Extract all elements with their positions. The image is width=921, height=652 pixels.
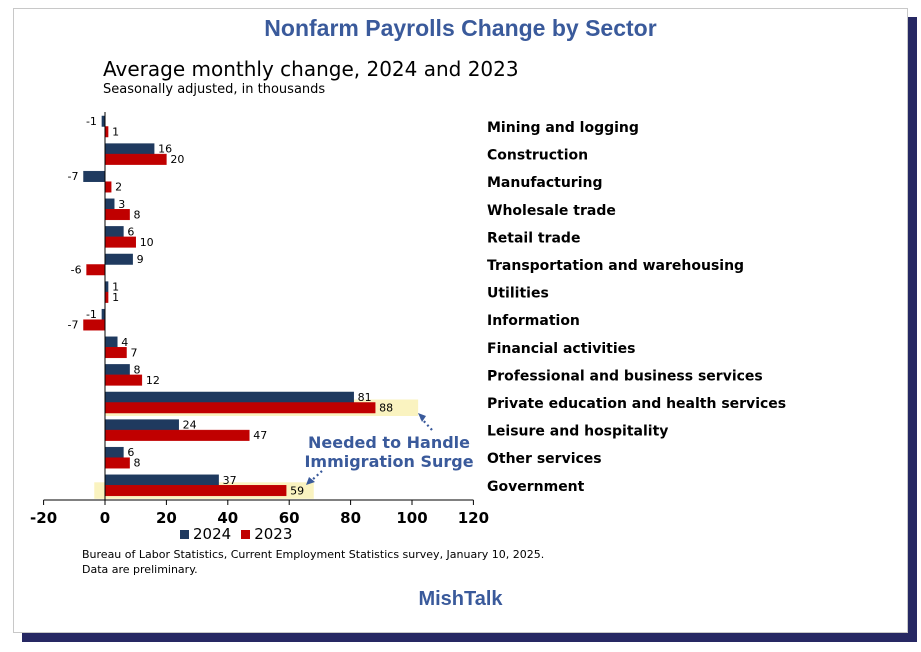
data-label-2024: 8	[134, 363, 141, 376]
x-tick-label: 80	[340, 509, 361, 527]
data-label-2023: 59	[290, 484, 304, 497]
bar-2024	[104, 474, 219, 486]
annotation-line-1: Needed to Handle	[308, 433, 470, 452]
bar-2024	[83, 170, 106, 182]
data-label-2023: 88	[379, 402, 393, 415]
bar-2024	[104, 143, 155, 155]
data-label-2023: 1	[112, 291, 119, 304]
annotation-line-2: Immigration Surge	[304, 452, 473, 471]
x-tick-label: 20	[156, 509, 177, 527]
bar-2023	[86, 264, 106, 276]
annotation-arrowhead-upper	[418, 413, 426, 422]
data-label-2024: -7	[68, 170, 79, 183]
chart-title: Nonfarm Payrolls Change by Sector	[264, 15, 657, 41]
category-label: Mining and logging	[487, 120, 639, 136]
brand-label: MishTalk	[418, 588, 503, 610]
bar-2023	[104, 236, 136, 248]
data-label-2024: 24	[183, 419, 197, 432]
category-label: Other services	[487, 451, 602, 467]
bar-2024	[104, 446, 124, 458]
source-note: Bureau of Labor Statistics, Current Empl…	[82, 547, 544, 577]
data-label-2023: 7	[130, 346, 137, 359]
bar-2024	[104, 419, 179, 431]
data-label-2024: 9	[137, 253, 144, 266]
bar-2023	[104, 181, 112, 193]
bar-2023	[104, 347, 127, 359]
bar-2024	[104, 198, 115, 210]
data-label-2024: 81	[358, 391, 372, 404]
category-label: Transportation and warehousing	[487, 258, 744, 274]
category-label: Professional and business services	[487, 368, 763, 384]
bar-2023	[104, 457, 130, 469]
data-label-2023: 2	[115, 181, 122, 194]
data-label-2024: 37	[223, 474, 237, 487]
category-label: Construction	[487, 148, 588, 164]
data-label-2023: 10	[140, 236, 154, 249]
source-line-2: Data are preliminary.	[82, 563, 198, 576]
x-tick-label: 120	[458, 509, 489, 527]
category-label: Retail trade	[487, 230, 580, 246]
data-label-2024: 3	[118, 198, 125, 211]
x-tick-label: 40	[217, 509, 238, 527]
category-label: Wholesale trade	[487, 203, 616, 219]
chart-frame	[13, 8, 908, 633]
bar-2023	[104, 429, 250, 441]
source-line-1: Bureau of Labor Statistics, Current Empl…	[82, 548, 545, 561]
category-label: Government	[487, 479, 585, 495]
data-label-2023: -7	[68, 319, 79, 332]
data-label-2024: 6	[127, 225, 134, 238]
data-label-2024: -1	[86, 308, 97, 321]
data-label-2023: -6	[71, 264, 82, 277]
x-tick-label: -20	[30, 509, 57, 527]
category-label: Leisure and hospitality	[487, 424, 668, 440]
bar-2024	[104, 253, 133, 265]
bar-2024	[104, 226, 124, 238]
bar-2023	[83, 319, 106, 331]
data-label-2024: 4	[121, 336, 128, 349]
bar-2023	[104, 402, 376, 414]
legend-item-2023: 2023	[241, 525, 292, 543]
category-label: Manufacturing	[487, 175, 603, 191]
bar-2024	[104, 364, 130, 376]
data-label-2023: 8	[134, 457, 141, 470]
bar-2024	[104, 336, 118, 348]
legend-item-2024: 2024	[180, 525, 231, 543]
legend-label-2023: 2023	[254, 525, 293, 543]
data-label-2023: 20	[170, 153, 184, 166]
data-label-2024: 16	[158, 143, 172, 156]
data-label-2023: 47	[253, 429, 267, 442]
legend-swatch-2023	[241, 529, 251, 539]
data-label-2024: -1	[86, 115, 97, 128]
bar-2023	[104, 153, 167, 165]
legend-swatch-2024	[180, 529, 189, 539]
category-label: Financial activities	[487, 341, 635, 357]
category-label: Information	[487, 313, 580, 329]
x-tick-label: 60	[279, 509, 300, 527]
bar-2024	[104, 391, 354, 403]
data-label-2023: 12	[146, 374, 160, 387]
category-label: Utilities	[487, 286, 549, 302]
x-tick-label: 0	[100, 509, 110, 527]
data-label-2024: 1	[112, 281, 119, 294]
legend-label-2024: 2024	[193, 525, 232, 543]
chart-subtitle: Average monthly change, 2024 and 2023	[103, 57, 519, 81]
bar-2023	[104, 485, 287, 497]
bar-2023	[104, 209, 130, 221]
data-label-2024: 6	[127, 446, 134, 459]
bar-2023	[104, 374, 143, 386]
annotation-arrowhead-lower	[306, 477, 315, 485]
category-label: Private education and health services	[487, 396, 786, 412]
data-label-2023: 8	[134, 208, 141, 221]
x-tick-label: 100	[396, 509, 427, 527]
legend: 2024 2023	[180, 525, 302, 543]
annotation-arrow-lower	[310, 470, 323, 482]
data-label-2023: 1	[112, 126, 119, 139]
units-note: Seasonally adjusted, in thousands	[103, 82, 326, 97]
